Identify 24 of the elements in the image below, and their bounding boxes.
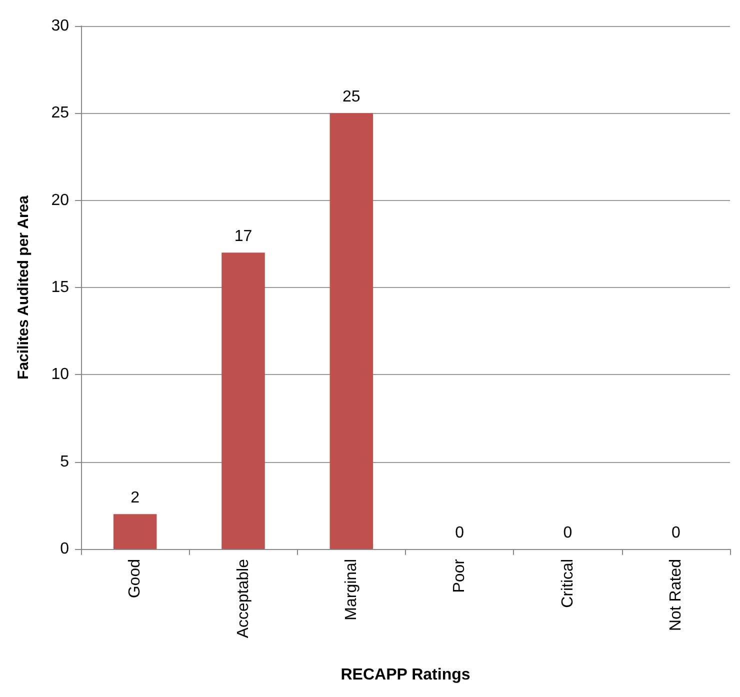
bar bbox=[113, 514, 157, 549]
y-tick-label: 0 bbox=[60, 540, 70, 558]
y-tick-label: 15 bbox=[51, 279, 70, 296]
data-label: 0 bbox=[563, 524, 572, 542]
x-axis-title: RECAPP Ratings bbox=[340, 666, 470, 684]
y-tick-label: 30 bbox=[51, 18, 70, 34]
y-tick-label: 5 bbox=[60, 453, 70, 470]
x-tick-label: Marginal bbox=[342, 559, 360, 620]
bar bbox=[222, 252, 265, 549]
data-label: 17 bbox=[234, 228, 252, 246]
x-tick-label: Acceptable bbox=[234, 558, 252, 638]
x-tick-label: Critical bbox=[559, 559, 576, 608]
data-label: 25 bbox=[342, 88, 360, 106]
data-label: 0 bbox=[671, 524, 680, 542]
y-tick-label: 25 bbox=[51, 104, 70, 122]
data-label: 0 bbox=[455, 524, 464, 542]
bar bbox=[330, 113, 374, 549]
x-tick-label: Not Rated bbox=[667, 559, 684, 632]
x-tick-label: Good bbox=[126, 559, 144, 598]
x-tick-label: Poor bbox=[451, 558, 468, 593]
y-tick-label: 10 bbox=[51, 366, 70, 384]
data-label: 2 bbox=[130, 490, 140, 507]
y-axis-title: Facilites Audited per Area bbox=[15, 194, 32, 380]
y-tick-label: 20 bbox=[51, 192, 70, 209]
